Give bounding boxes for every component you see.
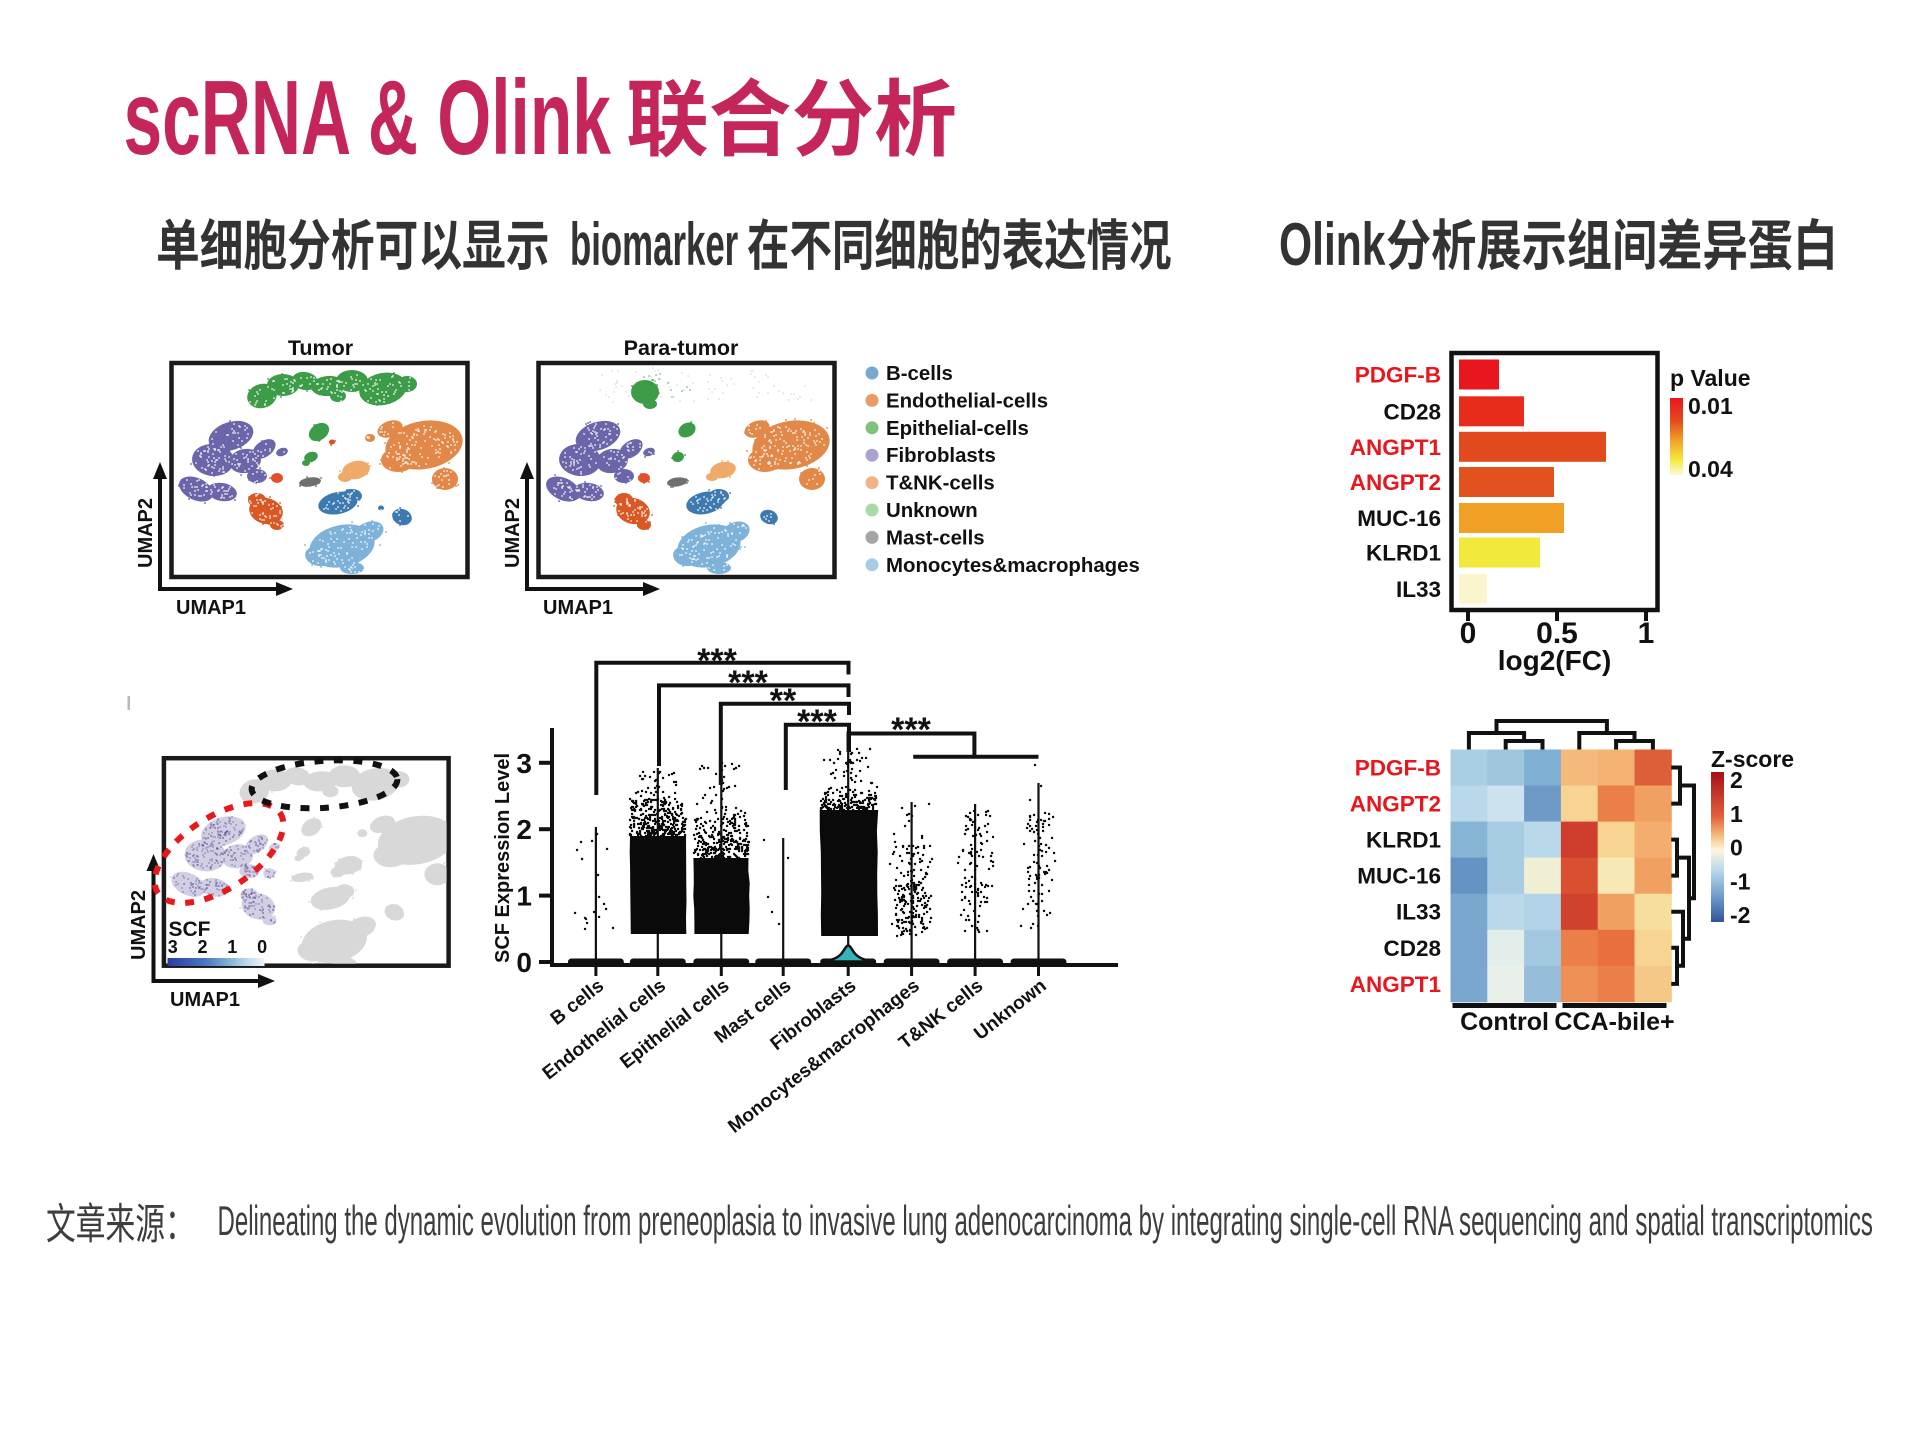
svg-text:2: 2 [1730,767,1743,793]
svg-text:IL33: IL33 [1396,900,1441,925]
svg-text:ANGPT1: ANGPT1 [1350,972,1441,997]
svg-text:B-cells: B-cells [886,363,953,385]
svg-text:MUC-16: MUC-16 [1357,506,1441,531]
svg-text:CD28: CD28 [1383,399,1441,424]
svg-text:SCF: SCF [169,918,211,941]
svg-text:0.01: 0.01 [1688,393,1733,419]
svg-text:p Value: p Value [1670,365,1751,391]
svg-text:0: 0 [1460,617,1477,650]
svg-text:3: 3 [516,748,532,779]
svg-text:Endothelial-cells: Endothelial-cells [886,390,1048,412]
svg-text:KLRD1: KLRD1 [1366,828,1441,853]
svg-text:3: 3 [168,937,178,957]
svg-text:1: 1 [1730,801,1743,827]
svg-text:IL33: IL33 [1396,577,1441,602]
svg-text:UMAP2: UMAP2 [502,498,524,568]
svg-text:T&NK-cells: T&NK-cells [886,473,995,495]
svg-text:UMAP1: UMAP1 [170,989,240,1011]
svg-text:***: *** [891,711,931,749]
svg-text:Olink: Olink [1279,212,1386,279]
svg-text:***: *** [697,642,737,680]
svg-text:ANGPT2: ANGPT2 [1350,792,1441,817]
svg-text:Control: Control [1460,1008,1549,1036]
svg-text:0: 0 [257,937,267,957]
svg-text:UMAP1: UMAP1 [543,597,613,619]
svg-text:scRNA & Olink: scRNA & Olink [124,58,611,176]
svg-text:Tumor: Tumor [288,336,354,360]
svg-text:0: 0 [1730,835,1743,861]
svg-text:UMAP2: UMAP2 [135,498,157,568]
svg-text:0.04: 0.04 [1688,456,1733,482]
svg-text:PDGF-B: PDGF-B [1355,363,1441,388]
svg-text:0.5: 0.5 [1536,617,1578,650]
svg-text:1: 1 [227,937,237,957]
svg-text:Delineating the dynamic evolut: Delineating the dynamic evolution from p… [218,1198,1873,1245]
svg-text:Z-score: Z-score [1711,746,1794,772]
svg-text:ANGPT1: ANGPT1 [1350,435,1441,460]
svg-text:log2(FC): log2(FC) [1498,645,1612,676]
svg-text:Epithelial-cells: Epithelial-cells [886,418,1029,440]
svg-text:1: 1 [516,881,532,912]
svg-text:PDGF-B: PDGF-B [1355,756,1441,781]
svg-text:-1: -1 [1730,868,1751,894]
svg-text:2: 2 [516,814,532,845]
svg-text:ANGPT2: ANGPT2 [1350,470,1441,495]
svg-text:UMAP1: UMAP1 [176,597,246,619]
svg-text:Unknown: Unknown [886,500,978,522]
svg-text:UMAP2: UMAP2 [128,890,150,960]
svg-text:2: 2 [197,937,207,957]
svg-text:-2: -2 [1730,902,1750,928]
svg-text:KLRD1: KLRD1 [1366,541,1441,566]
svg-text:Monocytes&macrophages: Monocytes&macrophages [886,555,1140,577]
svg-text:***: *** [797,703,837,741]
svg-text:1: 1 [1638,617,1655,650]
svg-text:CCA-bile+: CCA-bile+ [1554,1008,1674,1036]
svg-text:0: 0 [516,947,532,978]
svg-text:Para-tumor: Para-tumor [624,336,739,360]
svg-text:SCF Expression Level: SCF Expression Level [492,753,514,963]
svg-text:CD28: CD28 [1383,936,1441,961]
svg-text:MUC-16: MUC-16 [1357,864,1441,889]
svg-text:biomarker: biomarker [570,212,738,278]
svg-text:Fibroblasts: Fibroblasts [886,445,996,467]
svg-text:***: *** [728,664,768,702]
svg-text:**: ** [770,682,797,720]
svg-text:Mast-cells: Mast-cells [886,527,985,549]
